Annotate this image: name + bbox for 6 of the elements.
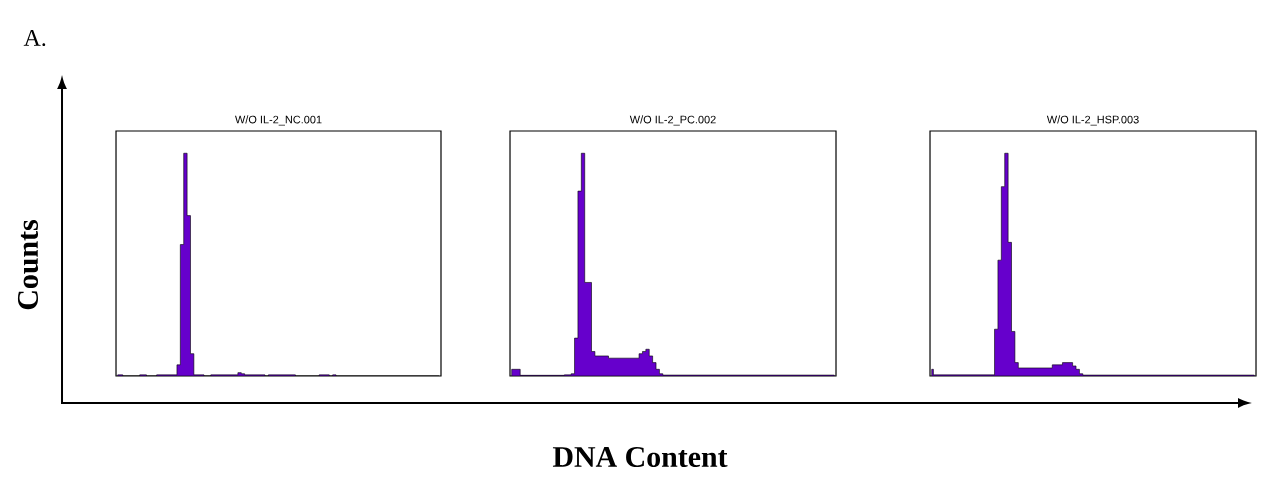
text: A. <box>23 29 46 47</box>
chart-title: W/O IL-2_PC.002 <box>629 115 716 126</box>
y-axis-title: Counts <box>17 220 39 310</box>
chart-title: W/O IL-2_NC.001 <box>235 115 322 126</box>
chart-title: W/O IL-2_HSP.003 <box>1046 115 1139 126</box>
x-axis-title: DNA Content <box>552 446 728 468</box>
